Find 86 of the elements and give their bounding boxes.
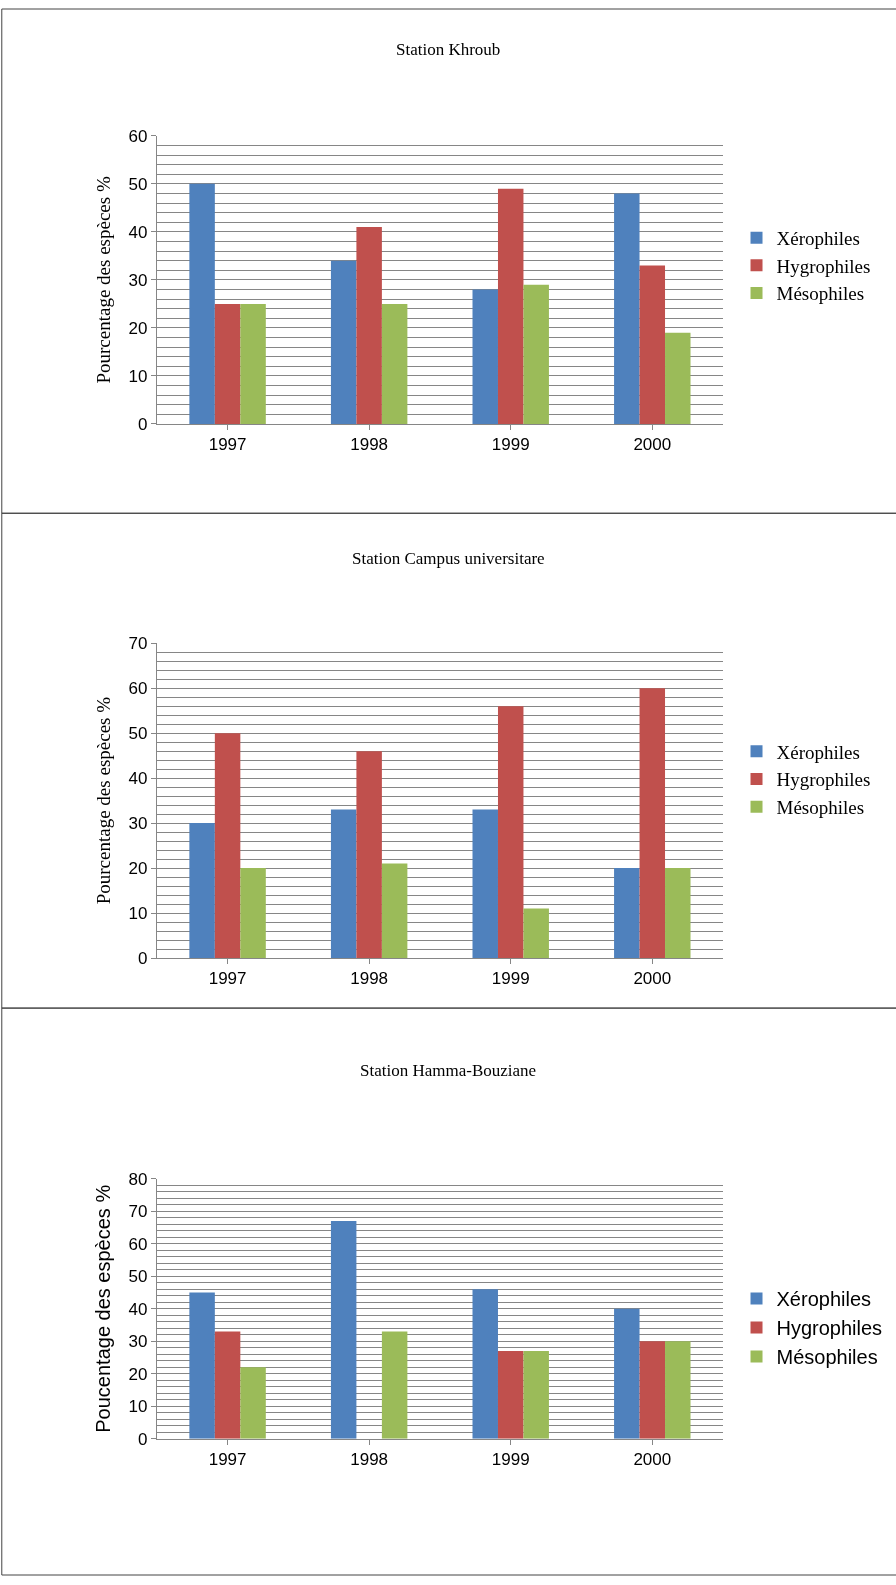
bar [381, 303, 408, 424]
bar [614, 1308, 640, 1439]
y-tick-label: 20 [128, 318, 148, 338]
bar [214, 1331, 241, 1439]
y-tick-label: 40 [128, 222, 148, 242]
bar [665, 1341, 691, 1439]
y-tick-label: 0 [137, 948, 148, 968]
x-tick-label: 2000 [633, 969, 672, 989]
bar [330, 260, 357, 424]
bar [497, 188, 524, 424]
bar [240, 1367, 266, 1439]
bar [523, 284, 549, 424]
x-tick-label: 1998 [350, 435, 389, 455]
bar [330, 809, 357, 958]
y-tick-label: 30 [128, 814, 148, 834]
y-tick-label: 70 [128, 1202, 148, 1222]
y-tick-label: 70 [128, 634, 148, 654]
x-tick-label: 1999 [491, 1450, 530, 1470]
legend-label: Mésophiles [776, 797, 865, 819]
bar [472, 289, 498, 424]
y-tick-label: 10 [128, 903, 148, 923]
x-tick-label: 2000 [633, 435, 672, 455]
y-tick-label: 30 [128, 1332, 148, 1352]
legend-label: Xérophiles [776, 228, 860, 250]
y-tick-label: 80 [128, 1169, 148, 1189]
chart-title: Station Campus universitare [352, 549, 545, 568]
y-tick-label: 0 [137, 414, 148, 434]
y-tick-label: 50 [128, 174, 148, 194]
bar [356, 227, 382, 424]
bar [614, 193, 640, 424]
y-tick-label: 60 [128, 1234, 148, 1254]
legend-label: Hygrophiles [776, 769, 871, 791]
bar [189, 183, 215, 424]
y-tick-label: 40 [128, 769, 148, 789]
x-tick-label: 1999 [491, 435, 530, 455]
bar [189, 1292, 215, 1439]
y-axis-title: Pourcentage des espèces % [93, 696, 115, 905]
y-tick-label: 60 [128, 679, 148, 699]
bar [381, 1331, 408, 1439]
y-axis-title: Pourcentage des espèces % [93, 176, 115, 384]
bar [639, 265, 666, 424]
chart-title: Station Hamma-Bouziane [360, 1061, 537, 1080]
y-tick-label: 30 [128, 270, 148, 290]
bar [523, 1351, 549, 1439]
bar [497, 1351, 524, 1439]
bar [472, 1289, 498, 1439]
y-axis-title: Poucentage des espèces % [91, 1184, 114, 1433]
bar [497, 706, 524, 958]
bar [523, 908, 549, 958]
bar [614, 868, 640, 958]
bar [240, 868, 266, 958]
bar [665, 332, 691, 424]
y-tick-label: 40 [128, 1299, 148, 1319]
bar [472, 809, 498, 958]
x-tick-label: 1997 [208, 969, 247, 989]
bar [639, 688, 666, 958]
bar [330, 1221, 357, 1439]
y-tick-label: 50 [128, 724, 148, 744]
y-tick-label: 60 [128, 126, 148, 146]
legend-label: Xérophiles [776, 741, 860, 763]
y-tick-label: 20 [128, 859, 148, 879]
legend-label: Hygrophiles [776, 1317, 883, 1340]
bar [189, 823, 215, 958]
legend-label: Mésophiles [776, 283, 865, 305]
bar [665, 868, 691, 958]
y-tick-label: 0 [137, 1429, 148, 1449]
y-tick-label: 20 [128, 1364, 148, 1384]
bar [214, 733, 241, 958]
bar [381, 863, 408, 958]
chart-title: Station Khroub [396, 40, 501, 59]
x-tick-label: 1998 [350, 1450, 389, 1470]
bar [639, 1341, 666, 1439]
x-tick-label: 1999 [491, 969, 530, 989]
y-tick-label: 50 [128, 1267, 148, 1287]
legend-label: Hygrophiles [776, 255, 871, 277]
legend-label: Xérophiles [776, 1288, 872, 1311]
y-tick-label: 10 [128, 366, 148, 386]
x-tick-label: 1997 [208, 1450, 247, 1470]
x-tick-label: 1998 [350, 969, 389, 989]
bar [214, 303, 241, 424]
bar [240, 303, 266, 424]
x-tick-label: 1997 [208, 435, 247, 455]
bar [356, 751, 382, 958]
x-tick-label: 2000 [633, 1450, 672, 1470]
legend-label: Mésophiles [776, 1346, 878, 1369]
y-tick-label: 10 [128, 1397, 148, 1417]
